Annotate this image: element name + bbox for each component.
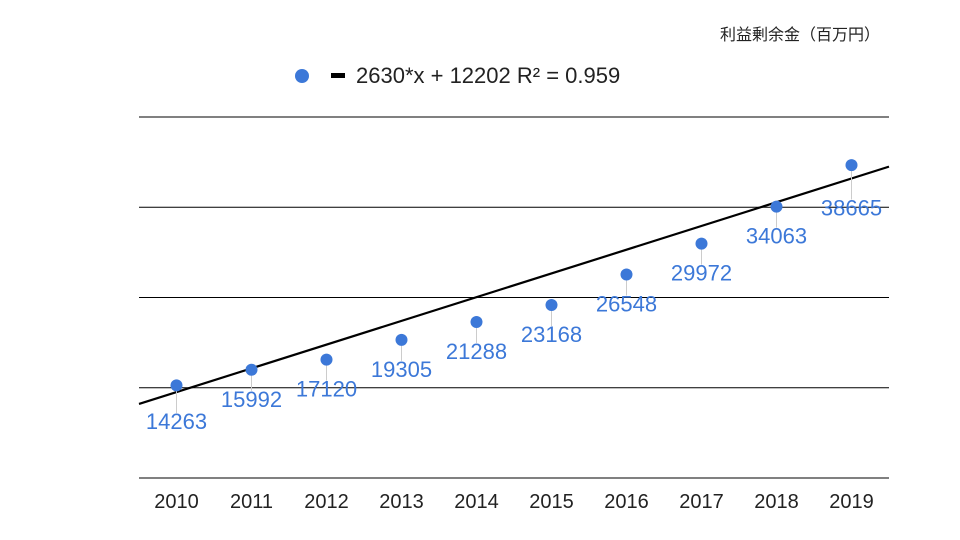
x-tick-label: 2014 <box>454 491 499 513</box>
x-tick-label: 2013 <box>379 491 424 513</box>
unit-label: 利益剰余金（百万円） <box>720 25 880 44</box>
x-tick-label: 2019 <box>829 491 874 513</box>
x-tick-label: 2011 <box>230 491 273 513</box>
data-label: 15992 <box>221 387 282 412</box>
data-label: 29972 <box>671 261 732 286</box>
data-point <box>770 200 783 213</box>
data-point <box>395 333 408 346</box>
x-axis-tick-labels: 2010 2011 2012 2013 2014 2015 2016 2017 2018 2019 <box>154 491 874 513</box>
x-tick-label: 2015 <box>529 491 574 513</box>
x-tick-label: 2010 <box>154 491 199 513</box>
data-labels: 14263 15992 17120 19305 21288 23168 26548 29972… <box>146 195 882 434</box>
legend-point-marker <box>295 69 309 83</box>
x-tick-label: 2016 <box>604 491 649 513</box>
data-label: 19305 <box>371 357 432 382</box>
x-tick-label: 2018 <box>754 491 799 513</box>
data-point <box>320 353 333 366</box>
data-point <box>695 237 708 250</box>
trendline <box>138 165 890 406</box>
data-label: 21288 <box>446 339 507 364</box>
data-label: 23168 <box>521 322 582 347</box>
data-point <box>470 315 483 328</box>
data-label: 38665 <box>821 195 882 220</box>
x-tick-label: 2017 <box>679 491 724 513</box>
data-label: 17120 <box>296 377 357 402</box>
legend-trendline-marker <box>331 73 345 78</box>
data-point <box>545 299 558 312</box>
data-points <box>170 159 858 392</box>
gridlines <box>139 116 889 479</box>
x-tick-label: 2012 <box>304 491 349 513</box>
data-point <box>170 379 183 392</box>
data-label: 34063 <box>746 224 807 249</box>
data-point <box>245 363 258 376</box>
data-point <box>620 268 633 281</box>
data-label: 14263 <box>146 409 207 434</box>
legend-trendline-label: 2630*x + 12202 R² = 0.959 <box>356 63 620 88</box>
legend: 2630*x + 12202 R² = 0.959 <box>295 63 620 88</box>
leader-lines <box>176 165 852 414</box>
data-point <box>845 159 858 172</box>
trendline-layer <box>138 165 890 406</box>
data-label: 26548 <box>596 292 657 317</box>
